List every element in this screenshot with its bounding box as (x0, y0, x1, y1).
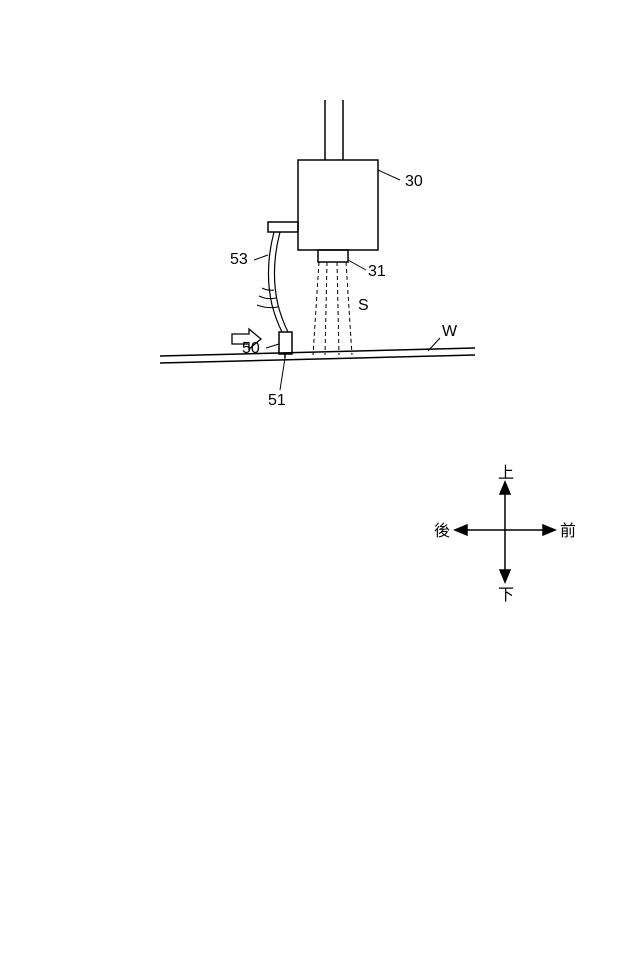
tool-tip (279, 332, 292, 354)
patent-figure: 30 31 53 50 51 S W 上 下 後 (0, 0, 640, 964)
label-W: W (442, 323, 458, 340)
label-S: S (358, 297, 369, 314)
compass-up: 上 (498, 464, 514, 482)
flexible-arm (257, 232, 288, 332)
compass-down: 下 (498, 587, 514, 604)
shaft (325, 100, 343, 160)
compass-icon (455, 482, 555, 582)
nozzle (318, 250, 348, 262)
label-53: 53 (230, 251, 248, 268)
spray-lines (313, 262, 352, 355)
label-30: 30 (405, 173, 423, 190)
side-bracket (268, 222, 298, 232)
workpiece (160, 348, 475, 363)
label-50: 50 (242, 340, 260, 357)
compass-left: 後 (434, 522, 450, 540)
main-body (298, 160, 378, 250)
labels: 30 31 53 50 51 S W (230, 170, 458, 409)
compass-right: 前 (560, 522, 576, 540)
label-51: 51 (268, 392, 286, 409)
label-31: 31 (368, 263, 386, 280)
